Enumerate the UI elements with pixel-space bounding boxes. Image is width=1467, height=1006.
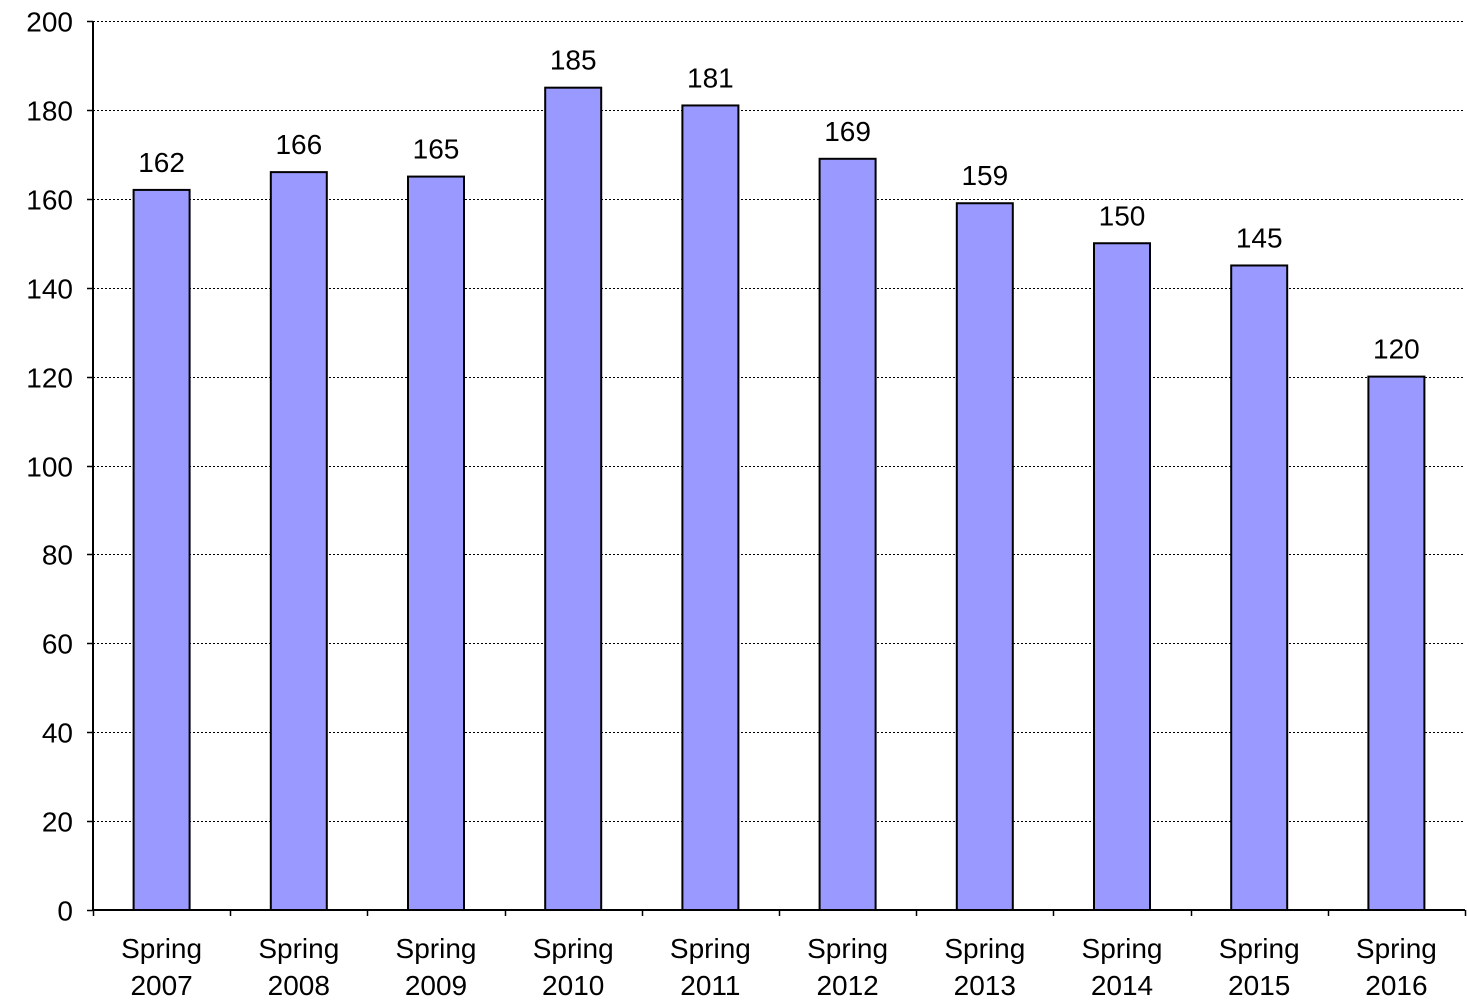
x-tick-label: Spring (1356, 933, 1437, 964)
x-tick-label: Spring (396, 933, 477, 964)
x-tick-label: 2010 (542, 970, 604, 1001)
y-tick-label: 120 (26, 363, 73, 394)
bar (955, 202, 1014, 911)
data-label: 165 (413, 134, 460, 165)
x-tick-label: 2014 (1091, 970, 1153, 1001)
data-label: 181 (687, 62, 734, 93)
data-label: 162 (138, 147, 185, 178)
data-label: 145 (1236, 222, 1283, 253)
data-label: 150 (1099, 200, 1146, 231)
x-tick-label: 2012 (816, 970, 878, 1001)
bar (818, 157, 877, 912)
bar (1230, 264, 1289, 912)
x-tick-label: Spring (807, 933, 888, 964)
x-tick-label: 2008 (268, 970, 330, 1001)
y-tick-label: 60 (42, 629, 73, 660)
x-tick-label: 2011 (680, 970, 740, 1001)
data-label: 185 (550, 45, 597, 76)
x-tick-label: 2007 (130, 970, 192, 1001)
data-label: 120 (1373, 334, 1420, 365)
y-tick-label: 160 (26, 185, 73, 216)
y-tick-label: 40 (42, 718, 73, 749)
y-tick-label: 0 (57, 896, 73, 927)
x-tick-label: Spring (121, 933, 202, 964)
x-tick-label: Spring (533, 933, 614, 964)
y-tick-label: 80 (42, 540, 73, 571)
axes (87, 20, 1467, 916)
bars (132, 86, 1426, 912)
x-tick-label: Spring (1082, 933, 1163, 964)
y-tick-label: 140 (26, 274, 73, 305)
bar (407, 175, 465, 911)
bar (1367, 375, 1426, 912)
data-label: 159 (961, 160, 1008, 191)
y-tick-label: 20 (42, 807, 73, 838)
x-tick-label: 2013 (954, 970, 1016, 1001)
bar (544, 86, 603, 912)
x-tick-label: Spring (670, 933, 751, 964)
x-tick-label: Spring (258, 933, 339, 964)
y-tick-label: 100 (26, 452, 73, 483)
y-tick-label: 200 (26, 7, 73, 38)
x-tick-label: Spring (1219, 933, 1300, 964)
x-tick-label: 2009 (405, 970, 467, 1001)
x-tick-label: 2016 (1365, 970, 1427, 1001)
bar (1093, 242, 1151, 911)
x-tick-label: 2015 (1228, 970, 1290, 1001)
data-label: 166 (275, 129, 322, 160)
x-tick-label: Spring (944, 933, 1025, 964)
labels: 0 20 40 60 80 100 120 140 160 180 200 162 Spring 2007… (26, 7, 1437, 1002)
bar (681, 104, 740, 911)
y-tick-label: 180 (26, 96, 73, 127)
data-label: 169 (824, 116, 871, 147)
bar (132, 188, 191, 912)
bar (269, 171, 328, 911)
